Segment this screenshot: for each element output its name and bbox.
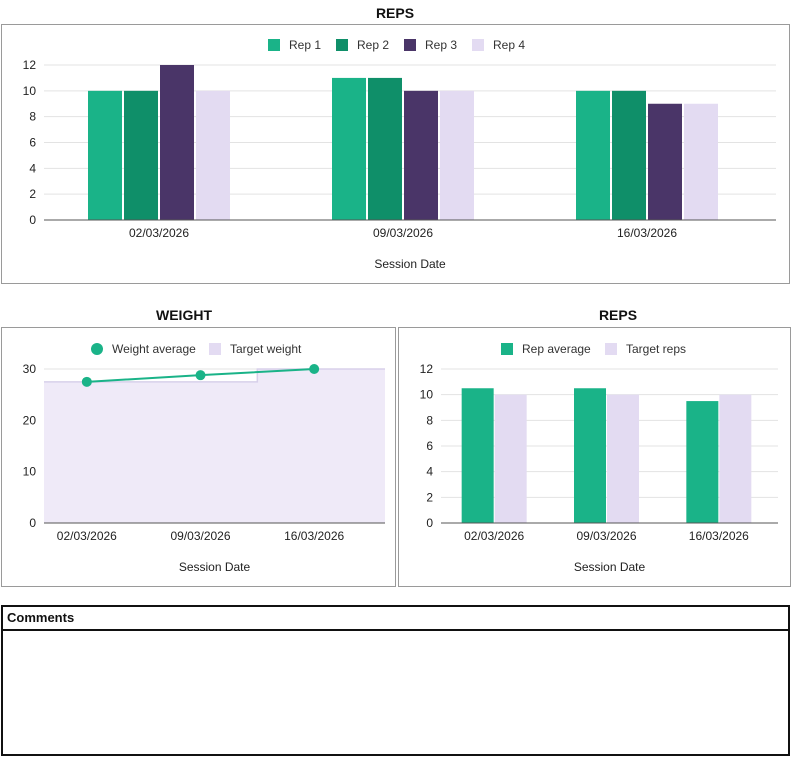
target-weight-area [44, 369, 385, 523]
rep-average-chart-panel: Rep average Target reps 0 2 4 6 8 10 12 02/03/202… [398, 327, 791, 587]
y-tick-label: 30 [23, 362, 37, 376]
y-tick-label: 6 [426, 439, 433, 453]
bar [196, 90, 230, 220]
bar [440, 90, 474, 220]
comments-field[interactable] [3, 631, 788, 751]
y-tick-label: 0 [29, 213, 36, 227]
legend-label: Rep average [522, 342, 591, 356]
x-axis-title: Session Date [374, 257, 446, 271]
y-tick-label: 10 [23, 84, 37, 98]
legend-label: Rep 1 [289, 38, 321, 52]
legend-swatch [404, 39, 416, 51]
bar [648, 103, 682, 220]
rep-average-chart-title: REPS [598, 307, 638, 323]
bar [684, 103, 718, 220]
x-tick-label: 02/03/2026 [129, 226, 189, 240]
x-axis-title: Session Date [179, 560, 251, 574]
weight-average-point [309, 364, 320, 374]
weight-line-chart: 0 10 20 30 Weight average Target weight 02/03/… [23, 342, 385, 574]
bar [160, 65, 194, 220]
x-axis-title: Session Date [574, 560, 646, 574]
y-tick-label: 12 [23, 58, 37, 72]
x-tick-label: 16/03/2026 [689, 529, 749, 543]
y-tick-label: 4 [426, 465, 433, 479]
legend-swatch [91, 343, 103, 355]
legend-swatch [501, 343, 513, 355]
reps-chart-title: REPS [375, 5, 415, 21]
legend-swatch [209, 343, 221, 355]
bar [124, 90, 158, 220]
y-tick-label: 10 [23, 465, 37, 479]
legend-label: Target reps [626, 342, 686, 356]
y-tick-label: 12 [420, 362, 434, 376]
x-tick-label: 16/03/2026 [284, 529, 344, 543]
comments-label: Comments [3, 607, 788, 631]
legend-label: Rep 3 [425, 38, 457, 52]
x-tick-label: 09/03/2026 [170, 529, 230, 543]
reps-chart-panel: Rep 1 Rep 2 Rep 3 Rep 4 0 2 4 6 8 10 12 02/03/2026 0… [1, 24, 790, 284]
bar [719, 394, 752, 523]
y-tick-label: 2 [426, 490, 433, 504]
legend-label: Rep 4 [493, 38, 525, 52]
x-tick-label: 02/03/2026 [57, 529, 117, 543]
bar [494, 394, 527, 523]
y-tick-label: 8 [426, 413, 433, 427]
bar [404, 90, 438, 220]
y-tick-label: 0 [426, 516, 433, 530]
bar [332, 77, 366, 220]
bar [88, 90, 122, 220]
x-tick-label: 02/03/2026 [464, 529, 524, 543]
weight-average-point [81, 376, 92, 387]
bar [607, 394, 639, 523]
bar [576, 90, 610, 220]
bar [612, 90, 646, 220]
x-tick-label: 09/03/2026 [576, 529, 636, 543]
x-tick-label: 09/03/2026 [373, 226, 433, 240]
legend-swatch [268, 39, 280, 51]
weight-chart-title: WEIGHT [156, 307, 212, 323]
legend-swatch [605, 343, 617, 355]
comments-box: Comments [1, 605, 790, 756]
y-tick-label: 2 [29, 187, 36, 201]
bar [574, 388, 606, 523]
y-tick-label: 10 [420, 388, 434, 402]
y-tick-label: 6 [29, 136, 36, 150]
y-tick-label: 20 [23, 413, 37, 427]
target-weight-line [44, 368, 385, 383]
y-tick-label: 0 [29, 516, 36, 530]
rep-average-bar-chart: Rep average Target reps 0 2 4 6 8 10 12 02/03/202… [420, 342, 778, 574]
legend-label: Weight average [112, 342, 196, 356]
x-tick-label: 16/03/2026 [617, 226, 677, 240]
legend-label: Target weight [230, 342, 302, 356]
y-tick-label: 8 [29, 110, 36, 124]
bar [686, 401, 719, 523]
bar [368, 77, 402, 220]
reps-bar-chart: Rep 1 Rep 2 Rep 3 Rep 4 0 2 4 6 8 10 12 02/03/2026 0… [23, 38, 776, 271]
legend-swatch [472, 39, 484, 51]
legend-label: Rep 2 [357, 38, 389, 52]
weight-average-point [195, 370, 206, 381]
y-tick-label: 4 [29, 161, 36, 175]
legend-swatch [336, 39, 348, 51]
weight-chart-panel: 0 10 20 30 Weight average Target weight 02/03/… [1, 327, 396, 587]
bar [461, 388, 494, 523]
